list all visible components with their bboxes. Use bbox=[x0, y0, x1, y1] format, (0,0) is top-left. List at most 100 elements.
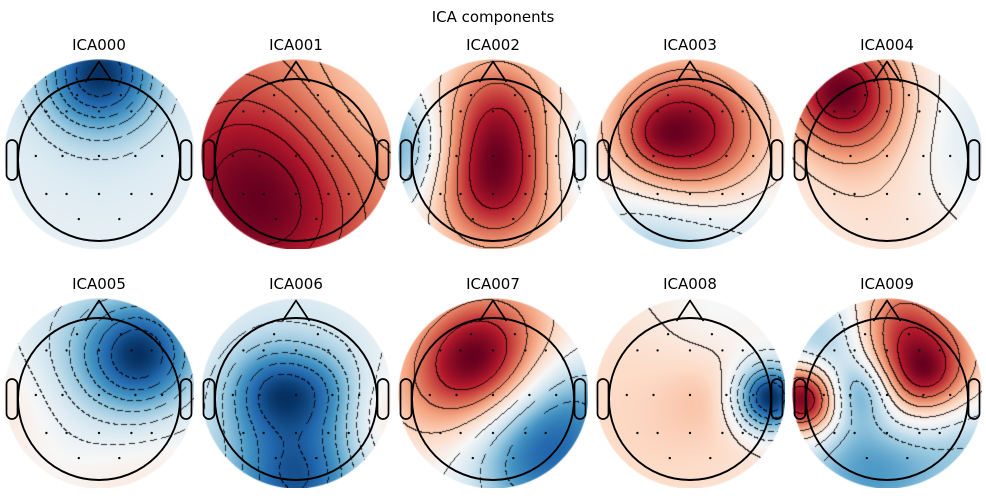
sensor-dot bbox=[45, 110, 48, 113]
sensor-dot bbox=[347, 349, 350, 352]
sensor-dot bbox=[272, 94, 276, 97]
sensor-dot bbox=[316, 94, 320, 97]
sensor-dot bbox=[906, 217, 909, 221]
sensor-dot bbox=[331, 154, 334, 158]
sensor-dot bbox=[262, 349, 265, 352]
sensor-dot bbox=[118, 217, 121, 221]
ica-component-cell[interactable]: ICA003 bbox=[592, 28, 789, 249]
sensor-dot bbox=[294, 431, 298, 435]
right-ear-outline bbox=[573, 378, 587, 420]
sensor-dot bbox=[688, 431, 692, 435]
head-circle bbox=[608, 317, 772, 481]
topomap-row-2: ICA005 ICA006 ICA007 ICA008 ICA009 bbox=[0, 267, 986, 488]
sensor-dot bbox=[439, 192, 442, 196]
topomap-row-1: ICA000 ICA001 ICA002 ICA003 ICA004 bbox=[0, 28, 986, 249]
head-outline bbox=[202, 299, 390, 481]
sensor-dot bbox=[161, 393, 164, 397]
sensor-dot bbox=[636, 349, 639, 352]
sensor-dot bbox=[668, 217, 671, 221]
topomap[interactable] bbox=[201, 59, 391, 249]
left-ear-outline bbox=[793, 139, 807, 181]
sensor-dot bbox=[636, 110, 639, 113]
sensor-dot bbox=[863, 94, 867, 97]
sensor-dot bbox=[75, 333, 79, 336]
sensor-dot bbox=[524, 192, 527, 196]
sensor-dot bbox=[885, 154, 889, 158]
right-ear-outline bbox=[573, 139, 587, 181]
component-title: ICA009 bbox=[860, 275, 914, 293]
ica-component-cell[interactable]: ICA004 bbox=[789, 28, 986, 249]
ica-component-cell[interactable]: ICA001 bbox=[198, 28, 395, 249]
component-title: ICA000 bbox=[72, 36, 126, 54]
right-ear-outline bbox=[376, 378, 390, 420]
head-outline bbox=[596, 60, 784, 242]
sensor-dot bbox=[242, 110, 245, 113]
sensor-dot bbox=[428, 393, 431, 397]
sensor-dot bbox=[668, 456, 671, 460]
sensor-dot bbox=[652, 154, 655, 158]
topomap[interactable] bbox=[398, 298, 588, 488]
sensor-dot bbox=[625, 393, 628, 397]
head-outline bbox=[793, 299, 981, 481]
nose-outline bbox=[84, 60, 114, 83]
ica-component-cell[interactable]: ICA006 bbox=[198, 267, 395, 488]
topomap[interactable] bbox=[595, 59, 785, 249]
sensor-dot bbox=[491, 393, 495, 397]
component-title: ICA006 bbox=[269, 275, 323, 293]
sensor-dot bbox=[918, 110, 921, 113]
sensor-dot bbox=[77, 456, 81, 460]
ica-component-cell[interactable]: ICA008 bbox=[592, 267, 789, 488]
sensor-dot bbox=[358, 393, 361, 397]
sensor-dot bbox=[130, 349, 133, 352]
sensor-dot bbox=[150, 110, 153, 113]
head-circle bbox=[214, 317, 378, 481]
ica-component-cell[interactable]: ICA007 bbox=[395, 267, 592, 488]
sensor-dot bbox=[469, 94, 473, 97]
ica-component-cell[interactable]: ICA000 bbox=[1, 28, 198, 249]
sensor-dot bbox=[938, 349, 941, 352]
sensor-dot bbox=[61, 154, 64, 158]
figure-title: ICA components bbox=[431, 8, 555, 26]
sensor-dot bbox=[833, 110, 836, 113]
sensor-dot bbox=[656, 110, 659, 113]
sensor-dot bbox=[327, 110, 330, 113]
nose-outline bbox=[281, 60, 311, 83]
head-circle bbox=[805, 317, 969, 481]
sensor-dot bbox=[439, 110, 442, 113]
sensor-dot bbox=[134, 393, 137, 397]
sensor-dot bbox=[294, 349, 298, 352]
sensor-dot bbox=[45, 192, 48, 196]
sensor-dot bbox=[327, 192, 330, 196]
left-ear-outline bbox=[399, 139, 413, 181]
sensor-dot bbox=[65, 349, 68, 352]
topomap[interactable] bbox=[201, 298, 391, 488]
head-circle bbox=[17, 317, 181, 481]
head-outline bbox=[5, 299, 193, 481]
sensor-dot bbox=[918, 349, 921, 352]
ica-component-cell[interactable]: ICA002 bbox=[395, 28, 592, 249]
sensor-dot bbox=[652, 393, 655, 397]
left-ear-outline bbox=[793, 378, 807, 420]
sensor-dot bbox=[725, 154, 728, 158]
sensor-dot bbox=[544, 431, 547, 435]
topomap[interactable] bbox=[792, 59, 982, 249]
left-ear-outline bbox=[596, 378, 610, 420]
topomap[interactable] bbox=[792, 298, 982, 488]
head-circle bbox=[805, 78, 969, 242]
sensor-dot bbox=[242, 431, 245, 435]
ica-component-cell[interactable]: ICA005 bbox=[1, 267, 198, 488]
topomap[interactable] bbox=[4, 59, 194, 249]
sensor-dot bbox=[455, 393, 458, 397]
sensor-dot bbox=[666, 333, 670, 336]
topomap[interactable] bbox=[595, 298, 785, 488]
topomap[interactable] bbox=[398, 59, 588, 249]
sensor-dot bbox=[544, 110, 547, 113]
sensor-dot bbox=[710, 333, 714, 336]
topomap[interactable] bbox=[4, 298, 194, 488]
ica-component-cell[interactable]: ICA009 bbox=[789, 267, 986, 488]
sensor-dot bbox=[316, 333, 320, 336]
sensor-dot bbox=[725, 393, 728, 397]
sensor-dot bbox=[130, 110, 133, 113]
left-ear-outline bbox=[399, 378, 413, 420]
head-circle bbox=[214, 78, 378, 242]
